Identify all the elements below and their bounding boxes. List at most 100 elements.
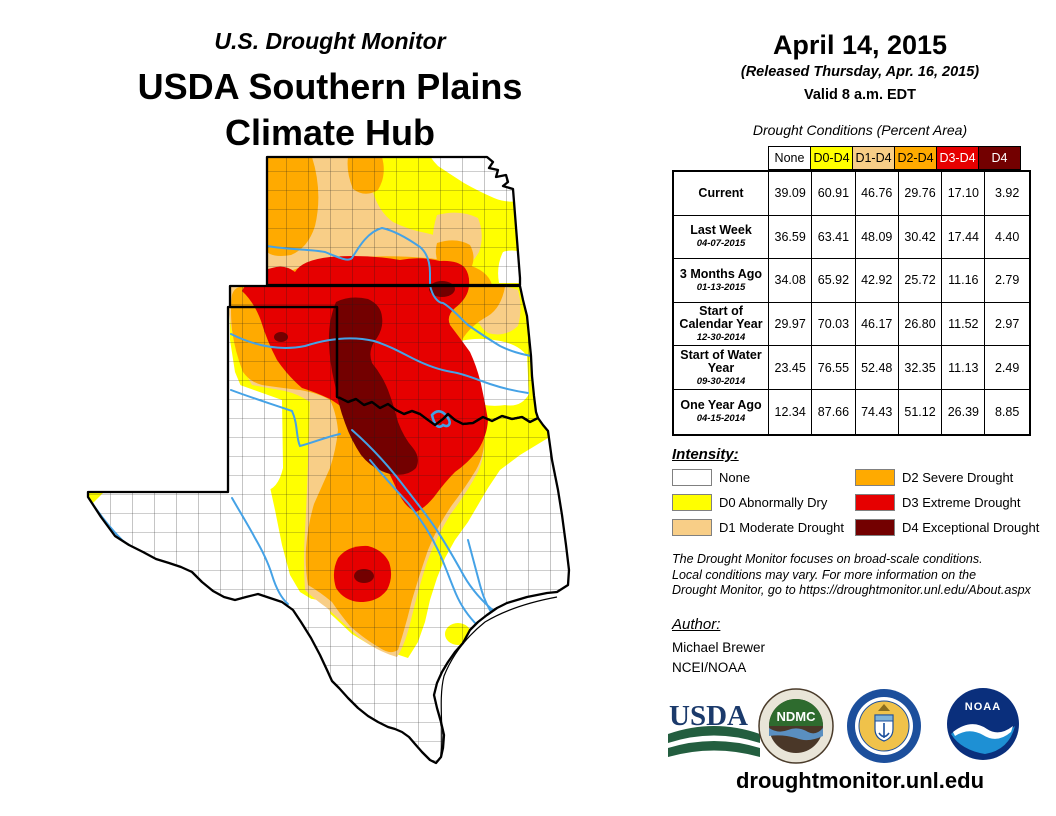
table-value-d1-d4: 74.43 bbox=[855, 389, 899, 434]
usda-logo: USDA bbox=[668, 700, 760, 757]
doc-shield-chief bbox=[874, 714, 894, 722]
drought-table: Current 39.09 60.91 46.76 29.76 17.10 3.92 Last… bbox=[672, 170, 1031, 436]
legend-label: D0 Abnormally Dry bbox=[719, 494, 828, 510]
table-value-d0-d4: 65.92 bbox=[812, 259, 856, 303]
usda-field-swoosh-2 bbox=[668, 741, 760, 757]
table-value-none: 34.08 bbox=[769, 259, 813, 303]
legend-swatch bbox=[672, 518, 712, 536]
table-value-d4: 4.40 bbox=[985, 215, 1029, 260]
map-date: April 14, 2015 bbox=[772, 30, 948, 60]
legend-label: D1 Moderate Drought bbox=[719, 519, 845, 535]
doc-eagle bbox=[878, 704, 890, 711]
legend-column-1: None D0 Abnormally Dry D1 Moderate Drought bbox=[672, 467, 844, 537]
table-value-d4: 3.92 bbox=[985, 172, 1029, 216]
table-row-label: Last Week 04-07-2015 bbox=[674, 215, 769, 260]
table-col-header-d4: D4 bbox=[978, 146, 1021, 170]
author-organization: NCEI/NOAA bbox=[672, 660, 747, 675]
table-col-header-d1-d4: D1-D4 bbox=[852, 146, 895, 170]
table-value-d2-d4: 25.72 bbox=[898, 259, 943, 303]
release-date: (Released Thursday, Apr. 16, 2015) bbox=[740, 64, 980, 80]
table-value-d3-d4: 17.10 bbox=[942, 172, 986, 216]
table-value-d4: 2.79 bbox=[985, 259, 1029, 303]
noaa-lower-sea bbox=[951, 724, 1015, 754]
table-value-d0-d4: 76.55 bbox=[812, 346, 856, 390]
table-value-d4: 8.85 bbox=[985, 389, 1029, 434]
author-heading: Author: bbox=[672, 616, 721, 633]
table-value-d3-d4: 11.13 bbox=[942, 346, 986, 390]
river-colorado bbox=[369, 459, 489, 633]
disclaimer-line1: The Drought Monitor focuses on broad-sca… bbox=[672, 552, 983, 566]
ndmc-water-band bbox=[769, 728, 823, 741]
table-value-none: 12.34 bbox=[769, 389, 813, 434]
table-value-d2-d4: 32.35 bbox=[898, 346, 943, 390]
noaa-gull bbox=[953, 724, 1013, 739]
state-border-texas bbox=[86, 305, 571, 765]
legend-label: D3 Extreme Drought bbox=[902, 494, 1021, 510]
disclaimer-line2: Local conditions may vary. For more info… bbox=[672, 567, 977, 582]
footer-url: droughtmonitor.unl.edu bbox=[735, 768, 985, 793]
legend-label: D2 Severe Drought bbox=[902, 469, 1014, 485]
table-value-d0-d4: 63.41 bbox=[812, 215, 856, 260]
legend-swatch bbox=[855, 493, 895, 511]
legend-label: None bbox=[719, 469, 751, 485]
author-name: Michael Brewer bbox=[672, 640, 766, 655]
table-row-label: 3 Months Ago 01-13-2015 bbox=[674, 259, 769, 303]
table-col-header-d0-d4: D0-D4 bbox=[810, 146, 853, 170]
table-col-header-none: None bbox=[768, 146, 811, 170]
table-value-d3-d4: 17.44 bbox=[942, 215, 986, 260]
river-brazos bbox=[351, 429, 513, 614]
table-value-none: 23.45 bbox=[769, 346, 813, 390]
table-value-d1-d4: 46.17 bbox=[855, 302, 899, 347]
usda-field-swoosh-1 bbox=[668, 726, 760, 743]
drought-table-header: None D0-D4 D1-D4 D2-D4 D3-D4 D4 bbox=[768, 146, 1021, 170]
table-value-d2-d4: 29.76 bbox=[898, 172, 943, 216]
county-grid bbox=[88, 157, 569, 763]
table-row-label: Start of Water Year 09-30-2014 bbox=[674, 346, 769, 390]
table-col-header-d3-d4: D3-D4 bbox=[936, 146, 979, 170]
river-red-upper bbox=[230, 389, 341, 448]
legend-title: Intensity: bbox=[672, 446, 739, 463]
legend-item-d1-moderate-drought: D1 Moderate Drought bbox=[672, 517, 844, 537]
legend-swatch bbox=[672, 468, 712, 486]
table-value-d1-d4: 42.92 bbox=[855, 259, 899, 303]
legend-swatch bbox=[855, 468, 895, 486]
table-value-d1-d4: 48.09 bbox=[855, 215, 899, 260]
valid-time: Valid 8 a.m. EDT bbox=[803, 87, 916, 103]
legend-swatch bbox=[672, 493, 712, 511]
river-north-canadian bbox=[230, 333, 529, 394]
usdm-title: U.S. Drought Monitor bbox=[214, 28, 446, 54]
table-caption: Drought Conditions (Percent Area) bbox=[752, 122, 968, 138]
table-row-label: One Year Ago 04-15-2014 bbox=[674, 389, 769, 434]
legend-label: D4 Exceptional Drought bbox=[902, 519, 1040, 535]
legend-column-2: D2 Severe Drought D3 Extreme Drought D4 Ex… bbox=[855, 467, 1039, 537]
legend-item-d2-severe-drought: D2 Severe Drought bbox=[855, 467, 1039, 487]
noaa-logo-text: NOAA bbox=[965, 701, 1001, 713]
table-value-none: 29.97 bbox=[769, 302, 813, 347]
ndmc-logo: NDMC bbox=[758, 688, 834, 764]
table-value-d3-d4: 26.39 bbox=[942, 389, 986, 434]
disclaimer-line3: Drought Monitor, go to https://droughtmo… bbox=[672, 583, 1031, 597]
page-title-line2: Climate Hub bbox=[224, 112, 436, 153]
table-value-none: 36.59 bbox=[769, 215, 813, 260]
table-value-none: 39.09 bbox=[769, 172, 813, 216]
page-title-line1: USDA Southern Plains bbox=[137, 66, 523, 107]
coastline-barrier-islands bbox=[440, 596, 558, 756]
doc-anchor bbox=[878, 723, 890, 738]
legend-item-d4-exceptional-drought: D4 Exceptional Drought bbox=[855, 517, 1039, 537]
legend-item-d3-extreme-drought: D3 Extreme Drought bbox=[855, 492, 1039, 512]
state-border-kansas bbox=[265, 155, 522, 287]
table-row-label: Current bbox=[674, 172, 769, 216]
table-value-d2-d4: 51.12 bbox=[898, 389, 943, 434]
legend-item-d0-abnormally-dry: D0 Abnormally Dry bbox=[672, 492, 844, 512]
ndmc-green-top bbox=[769, 699, 823, 726]
table-value-d0-d4: 70.03 bbox=[812, 302, 856, 347]
legend-item-none: None bbox=[672, 467, 844, 487]
river-pecos bbox=[231, 497, 289, 605]
river-arkansas bbox=[266, 226, 532, 357]
table-value-d1-d4: 46.76 bbox=[855, 172, 899, 216]
noaa-logo: NOAA bbox=[947, 688, 1019, 760]
table-col-header-d2-d4: D2-D4 bbox=[894, 146, 937, 170]
table-row-label: Start of Calendar Year 12-30-2014 bbox=[674, 302, 769, 347]
